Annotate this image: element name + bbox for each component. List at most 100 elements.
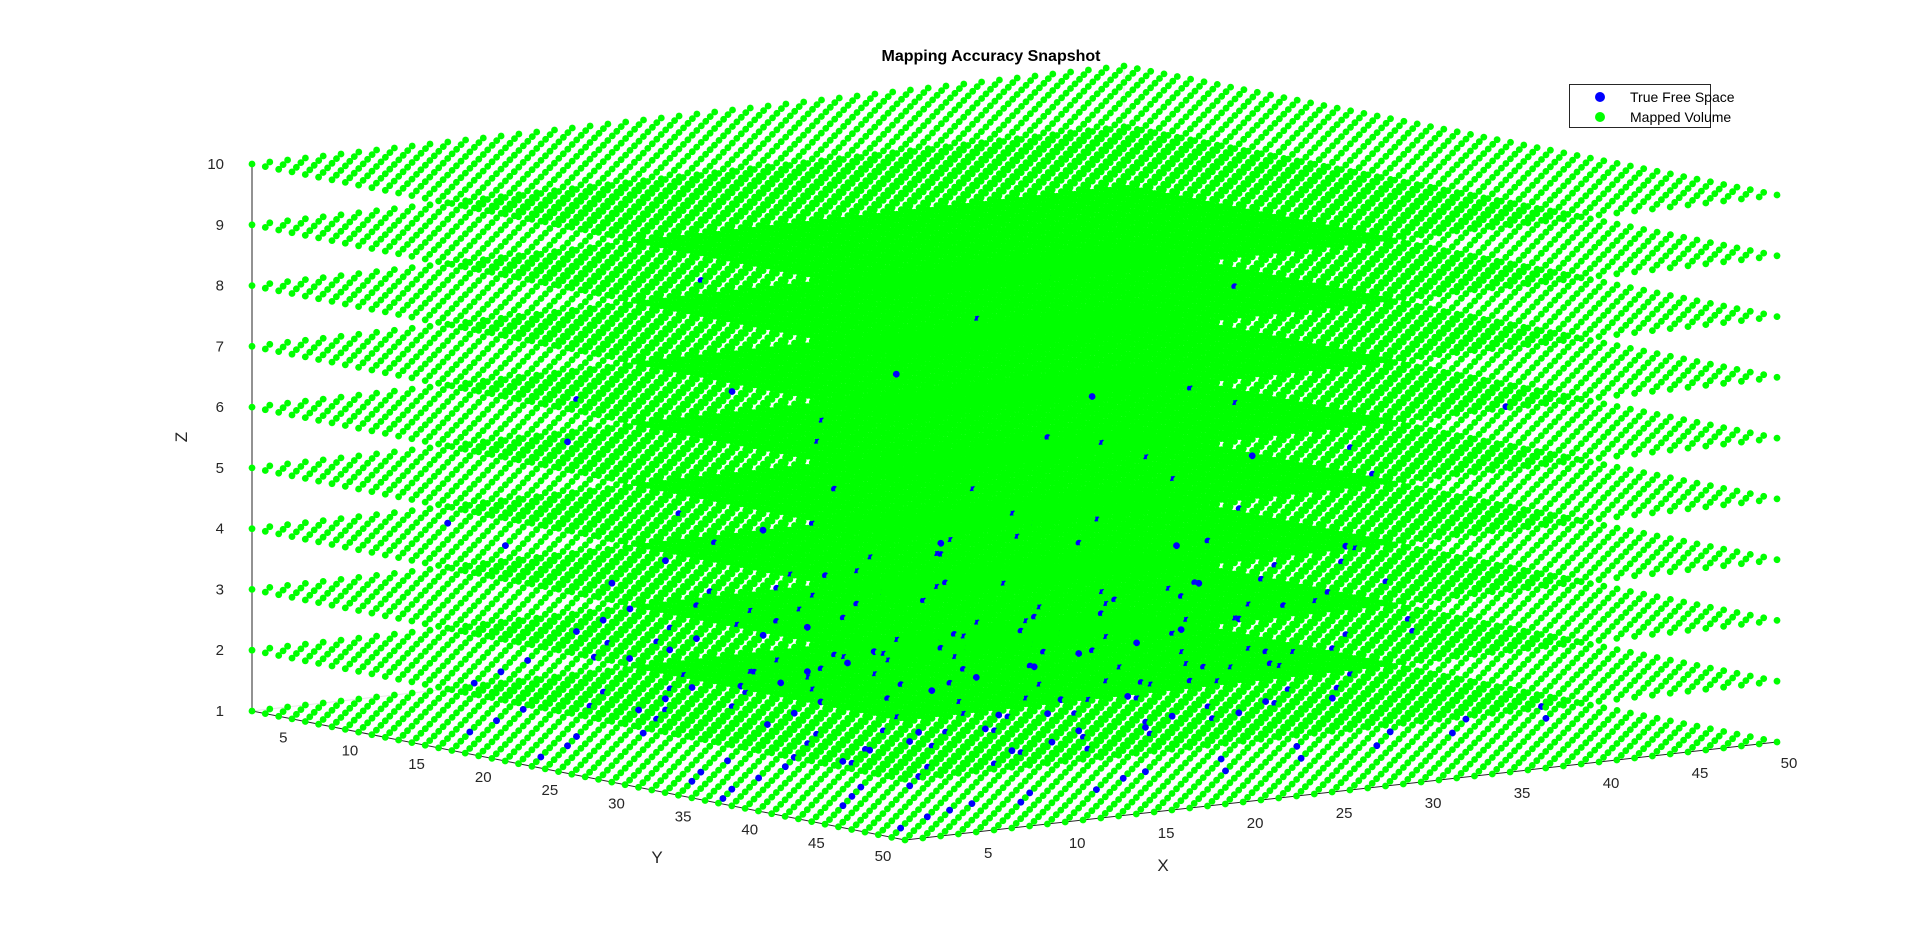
scatter-points [248, 62, 1781, 844]
mapped-volume-point [1009, 79, 1017, 86]
mapped-volume-point [248, 707, 256, 715]
mapped-volume-point [809, 105, 816, 113]
mapped-volume-point [1125, 74, 1132, 82]
mapped-volume-point [1147, 67, 1155, 75]
mapped-volume-point [1093, 73, 1101, 81]
mapped-volume-point [818, 96, 825, 104]
mapped-volume-point [1053, 82, 1061, 90]
mapped-volume-point [248, 464, 256, 472]
mapped-volume-point [1076, 92, 1083, 100]
mapped-volume-point [884, 93, 892, 100]
mapped-volume-point [1044, 91, 1052, 99]
mapped-volume-point [795, 103, 803, 110]
mapped-volume-point [867, 95, 874, 102]
mapped-volume-point [1129, 86, 1137, 94]
mapped-volume-point [1085, 66, 1092, 74]
mapped-volume-point [1191, 87, 1199, 95]
mapped-volume-point [1093, 90, 1101, 98]
mapped-volume-point [1169, 77, 1177, 85]
mapped-volume-point [924, 84, 932, 92]
mapped-volume-point [826, 103, 834, 111]
mapped-volume-point [1138, 77, 1146, 84]
mapped-volume-point [1178, 85, 1186, 92]
mapped-volume-point [978, 78, 985, 86]
mapped-volume-point [1142, 72, 1150, 80]
mapped-volume-point [831, 99, 839, 106]
mapped-volume-point [1160, 87, 1168, 94]
mapped-volume-point [1133, 65, 1141, 72]
mapped-volume-point [800, 98, 808, 106]
mapped-volume-point [893, 100, 901, 108]
mapped-volume-point [956, 85, 963, 92]
mapped-volume-point [1084, 83, 1092, 90]
mapped-volume-point [1182, 80, 1190, 88]
mapped-volume-point [778, 105, 785, 112]
mapped-volume-point [248, 525, 256, 533]
mapped-volume-point [871, 90, 879, 98]
mapped-volume-point [1040, 79, 1048, 87]
mapped-volume-point [1080, 71, 1088, 78]
mapped-volume-point [982, 90, 990, 98]
mapped-volume-point [729, 106, 736, 114]
mapped-volume-point [1058, 77, 1066, 85]
mapped-volume-point [1013, 91, 1021, 98]
mapped-volume-point [1027, 77, 1034, 84]
mapped-volume-point [1071, 80, 1079, 88]
mapped-volume-point [813, 101, 821, 108]
mapped-volume-point [947, 94, 954, 102]
mapped-volume-point [248, 586, 256, 593]
mapped-volume-point [1004, 83, 1012, 91]
mapped-volume-point [951, 89, 959, 97]
mapped-volume-point [1080, 87, 1088, 95]
mapped-volume-point [920, 89, 928, 96]
mapped-volume-point [1129, 69, 1137, 77]
mapped-volume-point [1200, 78, 1208, 86]
mapped-volume-point [911, 98, 919, 106]
mapped-volume-point [862, 99, 870, 107]
mapped-volume-point [853, 92, 861, 100]
mapped-volume-point [1076, 75, 1083, 83]
mapped-volume-point [1018, 86, 1025, 94]
mapped-volume-point [1120, 79, 1128, 86]
mapped-volume-point [1102, 64, 1110, 72]
mapped-volume-point [1009, 95, 1017, 103]
mapped-volume-point [1049, 87, 1057, 94]
mapped-volume-point [1058, 94, 1065, 102]
mapped-volume-point [1044, 75, 1052, 82]
mapped-volume-point [858, 104, 865, 112]
mapped-volume-point [1031, 72, 1039, 80]
mapped-volume-point [1036, 84, 1043, 92]
mapped-volume-point [1227, 83, 1234, 91]
mapped-volume-point [248, 403, 256, 411]
mapped-volume-point [1022, 81, 1030, 89]
mapped-volume-point [902, 91, 910, 98]
mapped-volume-point [1027, 93, 1034, 101]
mapped-volume-point [693, 110, 701, 118]
mapped-volume-point [995, 93, 1003, 100]
mapped-volume-point [711, 108, 719, 116]
mapped-volume-point [1209, 85, 1217, 93]
mapped-volume-point [844, 101, 852, 109]
mapped-volume-point [969, 87, 977, 95]
mapped-volume-point [942, 99, 950, 106]
mapped-volume-point [929, 96, 936, 104]
mapped-volume-point [898, 95, 905, 103]
mapped-volume-point [924, 101, 932, 108]
mapped-volume-point [1102, 81, 1110, 88]
mapped-volume-point [907, 86, 914, 94]
mapped-volume-point [1062, 73, 1070, 80]
mapped-volume-point [1196, 83, 1203, 90]
mapped-volume-point [782, 100, 790, 108]
mapped-volume-point [933, 91, 941, 99]
mapped-volume-point [1120, 62, 1128, 70]
mapped-volume-point [991, 81, 999, 88]
mapped-volume-point [1133, 81, 1141, 89]
mapped-volume-point [1160, 70, 1168, 78]
mapped-volume-point [964, 92, 972, 100]
mapped-volume-point [1213, 81, 1221, 88]
mapped-volume-point [960, 97, 968, 104]
mapped-volume-point [1013, 74, 1021, 82]
mapped-volume-point [996, 76, 1003, 84]
